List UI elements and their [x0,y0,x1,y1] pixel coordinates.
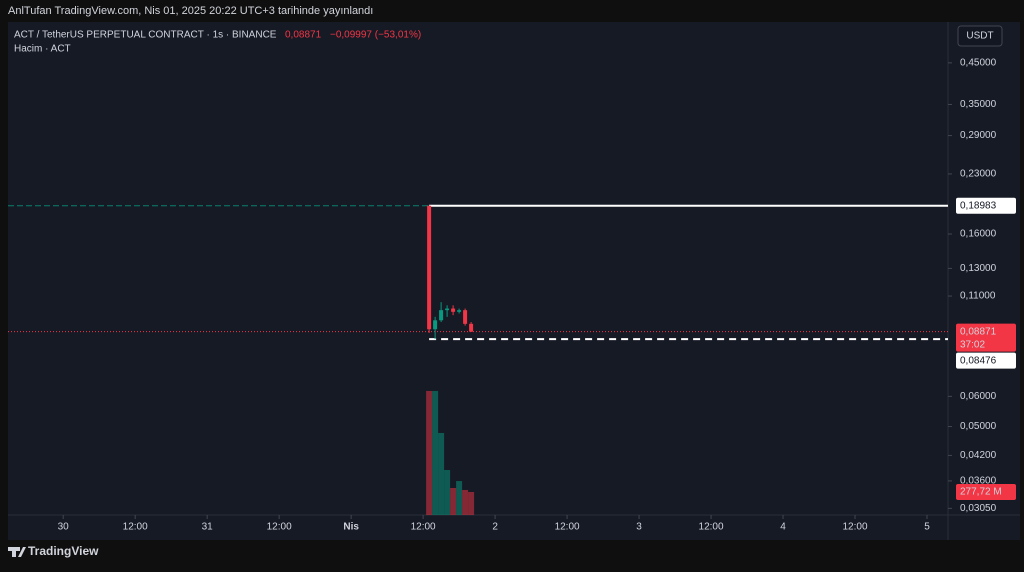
candle-body [433,320,438,330]
volume-bar [456,481,463,515]
price-label: 0,08871 [960,326,997,337]
y-tick-label: 0,23000 [960,169,997,180]
candle-body [457,310,462,312]
x-tick-label: 31 [202,522,214,533]
volume-bar [444,470,451,515]
x-tick-label: 5 [924,522,930,533]
y-tick-label: 0,45000 [960,58,997,69]
legend-symbol: ACT / TetherUS PERPETUAL CONTRACT · 1s ·… [14,30,277,41]
volume-bar [432,390,439,515]
chart-pane [8,22,1020,540]
countdown: 37:02 [960,339,985,350]
x-tick-label: 30 [58,522,70,533]
y-tick-label: 0,11000 [960,291,996,302]
low-label: 0,08476 [960,355,997,366]
y-tick-label: 0,06000 [960,391,997,402]
x-tick-label: 12:00 [843,522,868,533]
legend-change: −0,09997 (−53,01%) [330,30,421,41]
candle-body [469,323,474,332]
volume-bar [426,390,433,515]
x-tick-label: 12:00 [123,522,148,533]
legend-price: 0,08871 [285,30,322,41]
volume-label: 277,72 M [960,487,1002,498]
x-tick-label: 12:00 [267,522,292,533]
y-tick-label: 0,13000 [960,263,997,274]
y-tick-label: 0,03050 [960,503,997,514]
candle-body [439,310,444,321]
x-tick-label: 12:00 [411,522,436,533]
legend-volume: Hacim · ACT [14,44,71,55]
y-tick-label: 0,29000 [960,130,997,141]
low-label-bg [956,352,1016,369]
x-tick-label: 2 [492,522,498,533]
x-tick-label: 12:00 [555,522,580,533]
volume-label-bg [956,483,1016,500]
x-tick-label: 3 [636,522,642,533]
published-note: AnlTufan TradingView.com, Nis 01, 2025 2… [8,5,373,17]
currency-label[interactable]: USDT [966,31,993,42]
brand-logo[interactable] [8,547,26,557]
high-label-bg [956,197,1016,214]
candle-body [445,308,450,311]
candle-body [463,310,468,324]
candle-body [451,308,456,312]
y-tick-label: 0,03600 [960,476,997,487]
y-tick-label: 0,04200 [960,450,997,461]
volume-bar [450,487,457,515]
price-label-bg [956,323,1016,352]
volume-bar [468,491,475,515]
volume-bar [462,489,469,515]
y-tick-label: 0,35000 [960,99,997,110]
high-label: 0,18983 [960,200,997,211]
brand[interactable]: TradingView [28,544,99,558]
x-tick-label: Nis [343,522,359,533]
x-tick-label: 12:00 [699,522,724,533]
volume-bar [438,432,445,515]
y-tick-label: 0,16000 [960,229,997,240]
candle-body [427,205,432,330]
x-tick-label: 4 [780,522,786,533]
currency-button[interactable] [957,25,1003,47]
y-tick-label: 0,05000 [960,421,997,432]
